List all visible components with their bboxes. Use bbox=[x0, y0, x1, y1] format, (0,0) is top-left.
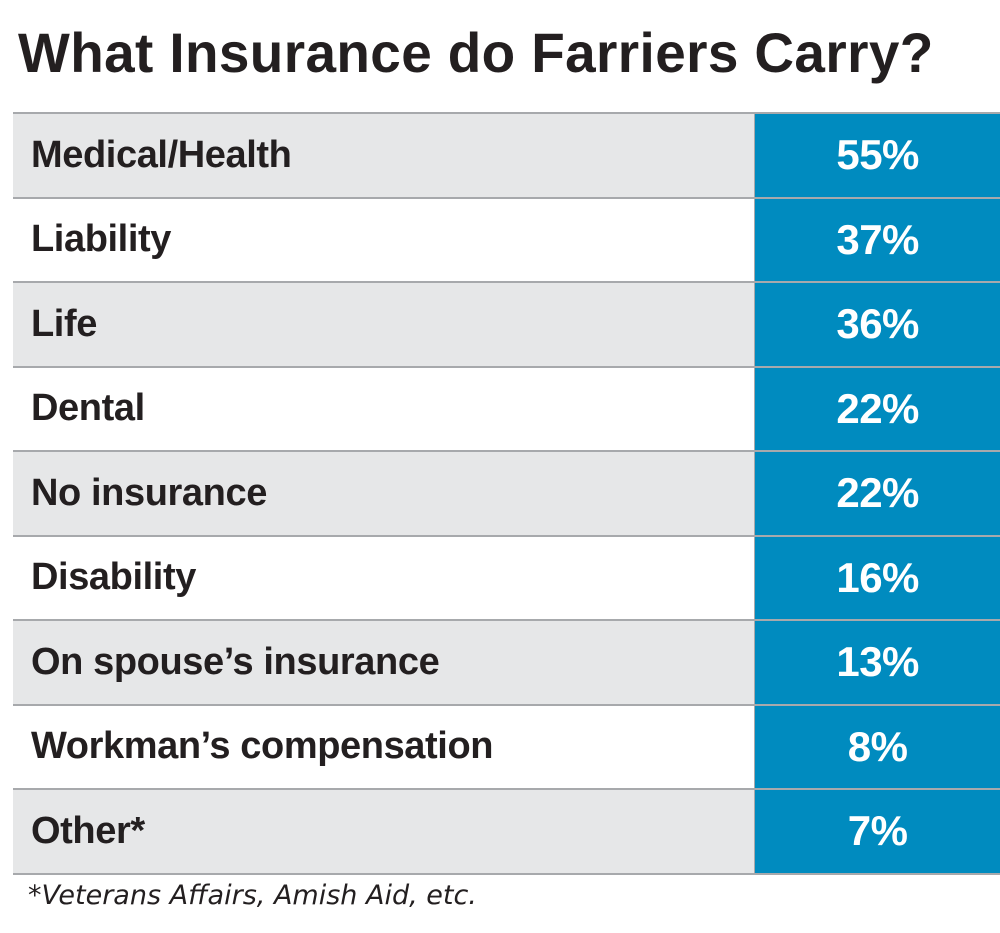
row-value: 22% bbox=[754, 452, 1000, 535]
row-value: 13% bbox=[754, 621, 1000, 704]
table-row: Disability 16% bbox=[13, 536, 1000, 621]
row-value: 55% bbox=[754, 114, 1000, 197]
row-value: 7% bbox=[754, 790, 1000, 873]
row-value: 8% bbox=[754, 705, 1000, 788]
row-value: 37% bbox=[754, 198, 1000, 281]
chart-title: What Insurance do Farriers Carry? bbox=[18, 21, 934, 84]
table-row: Dental 22% bbox=[13, 367, 1000, 452]
row-label: Disability bbox=[13, 536, 755, 619]
row-value: 22% bbox=[754, 367, 1000, 450]
table-row: Medical/Health 55% bbox=[13, 114, 1000, 199]
row-label: No insurance bbox=[13, 452, 755, 535]
table-row: Liability 37% bbox=[13, 198, 1000, 283]
table-row: Workman’s compensation 8% bbox=[13, 705, 1000, 790]
row-label: Dental bbox=[13, 367, 755, 450]
table-row: Life 36% bbox=[13, 283, 1000, 368]
table-row: Other* 7% bbox=[13, 790, 1000, 875]
footnote: *Veterans Affairs, Amish Aid, etc. bbox=[28, 880, 477, 911]
row-label: Workman’s compensation bbox=[13, 705, 755, 788]
row-label: On spouse’s insurance bbox=[13, 621, 755, 704]
row-label: Other* bbox=[13, 790, 755, 873]
row-label: Medical/Health bbox=[13, 114, 755, 197]
row-value: 16% bbox=[754, 536, 1000, 619]
row-label: Life bbox=[13, 283, 755, 366]
table-row: On spouse’s insurance 13% bbox=[13, 621, 1000, 706]
table-row: No insurance 22% bbox=[13, 452, 1000, 537]
insurance-table: Medical/Health 55% Liability 37% Life 36% Dent… bbox=[13, 112, 1000, 875]
row-value: 36% bbox=[754, 283, 1000, 366]
row-label: Liability bbox=[13, 198, 755, 281]
